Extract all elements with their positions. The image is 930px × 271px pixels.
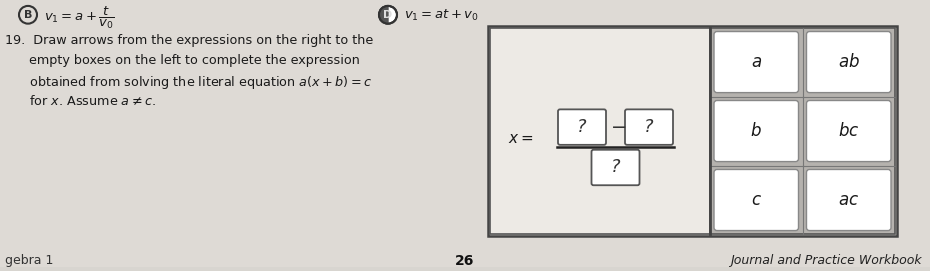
Wedge shape bbox=[379, 6, 388, 24]
FancyBboxPatch shape bbox=[625, 109, 673, 145]
FancyBboxPatch shape bbox=[714, 31, 799, 93]
FancyBboxPatch shape bbox=[558, 109, 606, 145]
Circle shape bbox=[379, 6, 397, 24]
Text: obtained from solving the literal equation $a(x + b) = c$: obtained from solving the literal equati… bbox=[5, 74, 372, 91]
Text: ?: ? bbox=[578, 118, 587, 136]
Text: ?: ? bbox=[611, 159, 620, 176]
FancyBboxPatch shape bbox=[591, 150, 640, 185]
Text: $x =$: $x =$ bbox=[508, 131, 534, 146]
Text: $v_1 = at + v_0$: $v_1 = at + v_0$ bbox=[404, 8, 479, 23]
Text: Journal and Practice Workbook: Journal and Practice Workbook bbox=[730, 254, 922, 267]
Text: $c$: $c$ bbox=[751, 191, 762, 209]
Text: for $x$. Assume $a \neq c$.: for $x$. Assume $a \neq c$. bbox=[5, 93, 156, 108]
Text: empty boxes on the left to complete the expression: empty boxes on the left to complete the … bbox=[5, 54, 360, 67]
FancyBboxPatch shape bbox=[806, 31, 891, 93]
FancyBboxPatch shape bbox=[806, 169, 891, 231]
FancyBboxPatch shape bbox=[714, 169, 799, 231]
Text: $v_1 = a + \dfrac{t}{v_0}$: $v_1 = a + \dfrac{t}{v_0}$ bbox=[44, 5, 114, 31]
Text: D: D bbox=[383, 10, 392, 20]
Text: gebra 1: gebra 1 bbox=[5, 254, 53, 267]
Text: $a$: $a$ bbox=[751, 53, 762, 71]
Bar bbox=[488, 26, 897, 237]
Text: $bc$: $bc$ bbox=[838, 122, 859, 140]
Text: $b$: $b$ bbox=[751, 122, 762, 140]
FancyBboxPatch shape bbox=[806, 101, 891, 162]
Text: $ac$: $ac$ bbox=[838, 191, 859, 209]
FancyBboxPatch shape bbox=[714, 101, 799, 162]
Text: $ab$: $ab$ bbox=[838, 53, 859, 71]
Text: 26: 26 bbox=[456, 254, 474, 268]
Bar bbox=[490, 28, 710, 234]
Text: 19.  Draw arrows from the expressions on the right to the: 19. Draw arrows from the expressions on … bbox=[5, 34, 373, 47]
Bar bbox=[710, 28, 895, 234]
Text: ?: ? bbox=[644, 118, 654, 136]
Text: B: B bbox=[24, 10, 33, 20]
Text: −: − bbox=[611, 118, 628, 137]
